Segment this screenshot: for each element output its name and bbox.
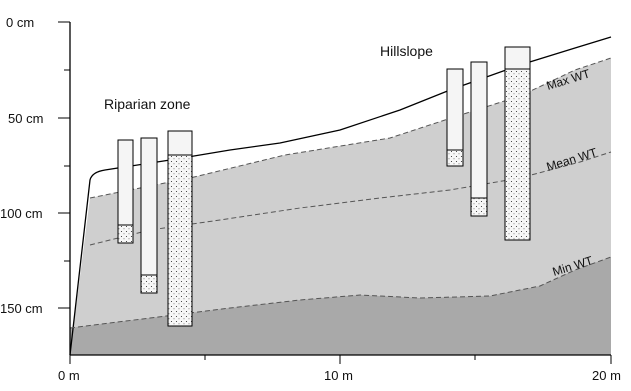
well-riparian-3 xyxy=(167,130,193,327)
x-tick-label-10: 10 m xyxy=(324,368,353,383)
well-hillslope-2 xyxy=(470,61,488,217)
x-tick-label-20: 20 m xyxy=(592,368,621,383)
hillslope-label: Hillslope xyxy=(380,43,433,59)
well-riparian-2 xyxy=(140,137,158,294)
x-tick-label-0: 0 m xyxy=(58,368,80,383)
y-tick-label-150: 150 cm xyxy=(0,301,43,316)
mean-wt-line xyxy=(89,151,612,246)
well-hillslope-3 xyxy=(504,46,531,241)
y-tick-label-100: 100 cm xyxy=(0,206,43,221)
well-riparian-1 xyxy=(117,139,134,244)
y-tick-label-0: 0 cm xyxy=(6,15,34,30)
permanent-saturation-fill xyxy=(70,257,611,355)
y-tick-label-50: 50 cm xyxy=(8,111,43,126)
well-hillslope-1 xyxy=(446,68,464,167)
riparian-zone-label: Riparian zone xyxy=(104,96,191,112)
ground-surface-line xyxy=(69,36,612,356)
